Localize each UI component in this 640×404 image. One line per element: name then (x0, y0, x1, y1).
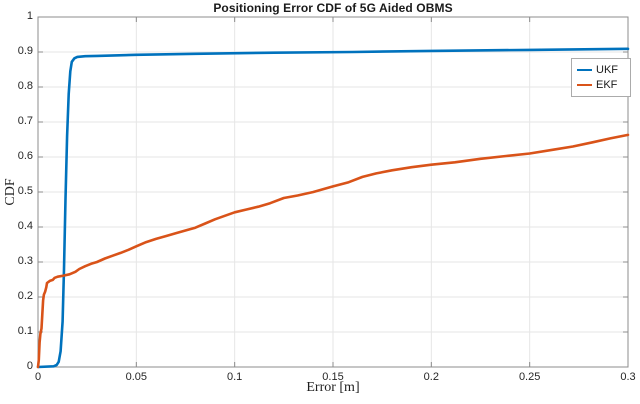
legend-label-ekf: EKF (596, 79, 618, 91)
ekf-line-swatch-icon (577, 84, 592, 86)
series-line-ekf (36, 133, 630, 369)
x-axis-label: Error [m] (306, 380, 360, 395)
ukf-line-swatch-icon (577, 69, 592, 71)
legend: UKF EKF (571, 58, 631, 97)
legend-item-ekf: EKF (577, 79, 630, 91)
series-line-ukf (36, 47, 630, 369)
y-axis-label: CDF (3, 178, 18, 206)
chart-title: Positioning Error CDF of 5G Aided OBMS (213, 1, 453, 15)
legend-item-ukf: UKF (577, 64, 630, 76)
legend-label-ukf: UKF (596, 64, 618, 76)
